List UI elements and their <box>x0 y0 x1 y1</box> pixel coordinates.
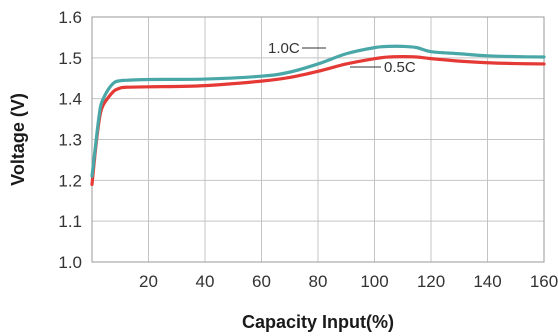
series-line-0-5c <box>90 55 546 187</box>
annotation-label-1-0c: 1.0C <box>268 40 300 57</box>
x-tick-label: 80 <box>309 272 328 291</box>
x-tick-label: 120 <box>417 272 445 291</box>
y-tick-label: 1.4 <box>58 90 82 109</box>
annotation-label-0-5c: 0.5C <box>384 59 416 76</box>
series-line-1-0c <box>90 44 546 178</box>
x-tick-label: 40 <box>196 272 215 291</box>
y-tick-label: 1.1 <box>58 212 82 231</box>
y-axis-title: Voltage (V) <box>8 93 28 186</box>
x-tick-label: 100 <box>360 272 388 291</box>
plot-area-frame <box>91 16 545 263</box>
y-tick-label: 1.2 <box>58 171 82 190</box>
y-axis-ticks: 1.0 1.1 1.2 1.3 1.4 1.5 1.6 <box>58 8 82 272</box>
y-tick-label: 1.5 <box>58 49 82 68</box>
y-tick-label: 1.6 <box>58 8 82 27</box>
x-axis-ticks: 20 40 60 80 100 120 140 160 <box>139 272 558 291</box>
x-tick-label: 160 <box>530 272 558 291</box>
x-tick-label: 140 <box>473 272 501 291</box>
y-tick-label: 1.3 <box>58 131 82 150</box>
series-layer <box>90 44 546 187</box>
x-tick-label: 20 <box>139 272 158 291</box>
annotations: 1.0C 0.5C <box>268 40 416 76</box>
y-tick-label: 1.0 <box>58 253 82 272</box>
x-tick-label: 60 <box>252 272 271 291</box>
x-axis-title: Capacity Input(%) <box>242 312 394 332</box>
